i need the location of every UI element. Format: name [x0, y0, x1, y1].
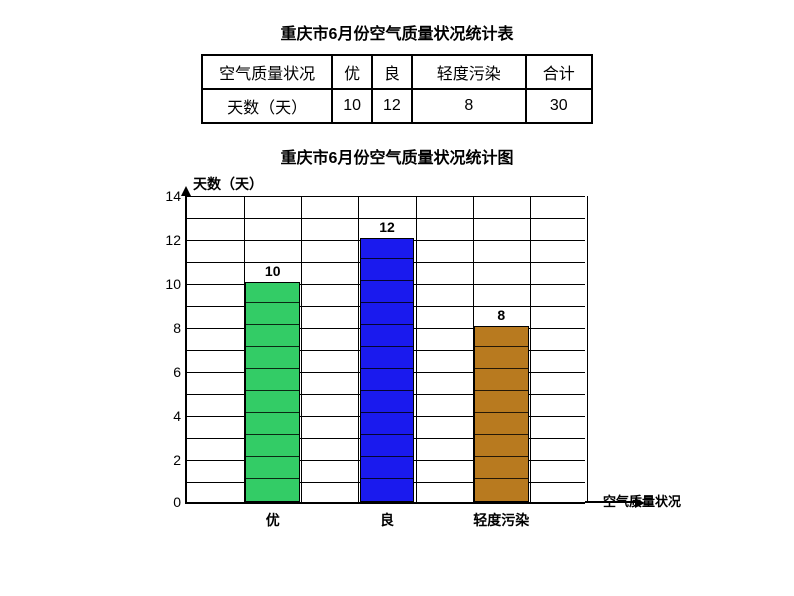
table-cell: 轻度污染 [412, 55, 526, 89]
bar-value-label: 12 [379, 219, 395, 235]
y-tick-label: 12 [165, 232, 181, 248]
y-tick-zero: 0 [173, 494, 181, 510]
bar-grid-line [361, 280, 414, 281]
table-row: 空气质量状况 优 良 轻度污染 合计 [202, 55, 592, 89]
table-cell: 合计 [526, 55, 592, 89]
bar-value-label: 8 [497, 307, 505, 323]
grid-col [587, 196, 588, 502]
bar-grid-line [246, 434, 299, 435]
chart-bar: 10 [245, 282, 300, 502]
chart-bar: 8 [474, 326, 529, 502]
grid-col [301, 196, 302, 502]
bar-grid-line [361, 324, 414, 325]
chart-bar: 12 [360, 238, 415, 502]
bar-grid-line [475, 456, 528, 457]
table-cell: 良 [372, 55, 412, 89]
table-cell: 12 [372, 89, 412, 123]
bar-grid-line [475, 368, 528, 369]
table-cell: 30 [526, 89, 592, 123]
table-cell: 10 [332, 89, 372, 123]
bar-grid-line [246, 302, 299, 303]
bar-grid-line [361, 302, 414, 303]
bar-grid-line [361, 258, 414, 259]
y-tick-label: 8 [173, 320, 181, 336]
bar-grid-line [246, 456, 299, 457]
bar-grid-line [475, 412, 528, 413]
chart-title: 重庆市6月份空气质量状况统计图 [0, 144, 794, 168]
bar-grid-line [475, 434, 528, 435]
data-table: 空气质量状况 优 良 轻度污染 合计 天数（天） 10 12 8 30 [201, 54, 593, 124]
x-category-label: 良 [380, 510, 394, 530]
table-cell: 8 [412, 89, 526, 123]
bar-grid-line [246, 346, 299, 347]
bar-grid-line [246, 390, 299, 391]
grid-col [416, 196, 417, 502]
page-container: 重庆市6月份空气质量状况统计表 空气质量状况 优 良 轻度污染 合计 天数（天）… [0, 0, 794, 596]
x-category-label: 轻度污染 [473, 510, 529, 530]
bar-grid-line [475, 346, 528, 347]
chart-plot: 0 空气质量状况 246810121410优12良8轻度污染 [185, 196, 585, 504]
table-title: 重庆市6月份空气质量状况统计表 [0, 20, 794, 44]
y-tick-label: 14 [165, 188, 181, 204]
y-axis-arrow-icon [181, 186, 191, 196]
table-cell: 优 [332, 55, 372, 89]
x-category-label: 优 [266, 510, 280, 530]
bar-grid-line [361, 390, 414, 391]
y-axis-label: 天数（天） [193, 174, 263, 194]
bar-grid-line [475, 478, 528, 479]
bar-value-label: 10 [265, 263, 281, 279]
bar-grid-line [361, 456, 414, 457]
bar-grid-line [361, 412, 414, 413]
bar-grid-line [475, 390, 528, 391]
bar-grid-line [361, 478, 414, 479]
bar-grid-line [246, 324, 299, 325]
table-row: 天数（天） 10 12 8 30 [202, 89, 592, 123]
y-tick-label: 2 [173, 452, 181, 468]
table-cell: 天数（天） [202, 89, 332, 123]
x-axis-label: 空气质量状况 [603, 491, 681, 510]
y-tick-label: 10 [165, 276, 181, 292]
bar-grid-line [361, 368, 414, 369]
chart-area: 天数（天） 0 空气质量状况 246810121410优12良8轻度污染 [137, 174, 657, 564]
bar-grid-line [361, 346, 414, 347]
bar-grid-line [246, 478, 299, 479]
bar-grid-line [246, 368, 299, 369]
grid-row [187, 196, 585, 197]
bar-grid-line [361, 434, 414, 435]
grid-col [530, 196, 531, 502]
bar-grid-line [246, 412, 299, 413]
table-cell: 空气质量状况 [202, 55, 332, 89]
y-tick-label: 4 [173, 408, 181, 424]
y-tick-label: 6 [173, 364, 181, 380]
